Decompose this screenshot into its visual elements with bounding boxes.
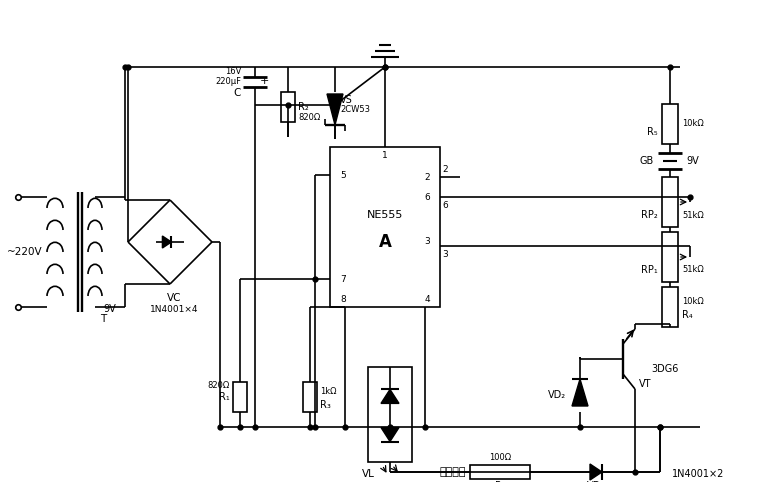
Text: 1N4001×4: 1N4001×4 [150, 305, 198, 313]
Bar [330, 147, 440, 307]
Text: 1kΩ: 1kΩ [320, 388, 337, 397]
Text: 2: 2 [425, 173, 430, 182]
Text: GB: GB [640, 156, 654, 166]
Text: R₁: R₁ [219, 392, 230, 402]
Text: VD₁: VD₁ [587, 481, 605, 482]
Polygon shape [162, 236, 171, 248]
Text: R₄: R₄ [682, 310, 692, 320]
Text: R₂: R₂ [298, 102, 309, 112]
Polygon shape [327, 94, 343, 125]
Text: 4: 4 [425, 295, 430, 304]
Bar [662, 177, 678, 227]
Text: R₃: R₃ [320, 400, 331, 410]
Text: C: C [234, 88, 241, 98]
Text: RP₁: RP₁ [642, 265, 658, 275]
Text: 1: 1 [382, 150, 388, 160]
Polygon shape [381, 428, 399, 442]
Text: 1N4001×2: 1N4001×2 [672, 469, 724, 479]
Polygon shape [381, 389, 399, 403]
Bar [233, 382, 247, 412]
Text: 8: 8 [340, 295, 346, 304]
Text: 820Ω: 820Ω [298, 113, 320, 122]
Bar [368, 367, 412, 462]
Text: +: + [260, 76, 269, 86]
Bar [662, 232, 678, 282]
Text: 9V: 9V [686, 156, 699, 166]
Text: 6: 6 [425, 192, 430, 201]
Text: VT: VT [639, 379, 652, 389]
Text: A: A [378, 233, 391, 251]
Text: VD₂: VD₂ [548, 389, 566, 400]
Text: 7: 7 [340, 275, 346, 283]
Text: 16V: 16V [225, 67, 241, 76]
Text: VL: VL [362, 469, 375, 479]
Text: 2CW53: 2CW53 [340, 106, 370, 115]
Text: 9V: 9V [103, 304, 116, 314]
Text: 5: 5 [340, 171, 346, 179]
Text: ~220V: ~220V [7, 247, 42, 257]
Text: 6: 6 [442, 201, 448, 210]
Text: 10kΩ: 10kΩ [682, 296, 704, 306]
Bar [281, 92, 295, 122]
Bar [662, 104, 678, 144]
Text: VC: VC [167, 293, 181, 303]
Text: T: T [100, 314, 107, 324]
Text: 3: 3 [425, 238, 430, 246]
Text: 10kΩ: 10kΩ [682, 120, 704, 129]
Polygon shape [572, 379, 588, 406]
Text: 3: 3 [442, 250, 448, 259]
Text: 100Ω: 100Ω [489, 454, 511, 463]
Text: R₅: R₅ [648, 127, 658, 137]
Text: RP₂: RP₂ [642, 210, 658, 220]
Bar [470, 465, 530, 479]
Text: 红绿双色: 红绿双色 [440, 467, 466, 477]
Text: VS: VS [340, 95, 353, 105]
Polygon shape [590, 464, 602, 480]
Text: 820Ω: 820Ω [208, 380, 230, 389]
Bar [303, 382, 317, 412]
Text: 220µF: 220µF [215, 77, 241, 85]
Text: 51kΩ: 51kΩ [682, 266, 704, 275]
Text: NE555: NE555 [367, 210, 403, 220]
Text: 51kΩ: 51kΩ [682, 211, 704, 219]
Text: R₆: R₆ [495, 481, 506, 482]
Bar [662, 287, 678, 327]
Text: 2: 2 [442, 164, 448, 174]
Text: 3DG6: 3DG6 [651, 364, 679, 374]
